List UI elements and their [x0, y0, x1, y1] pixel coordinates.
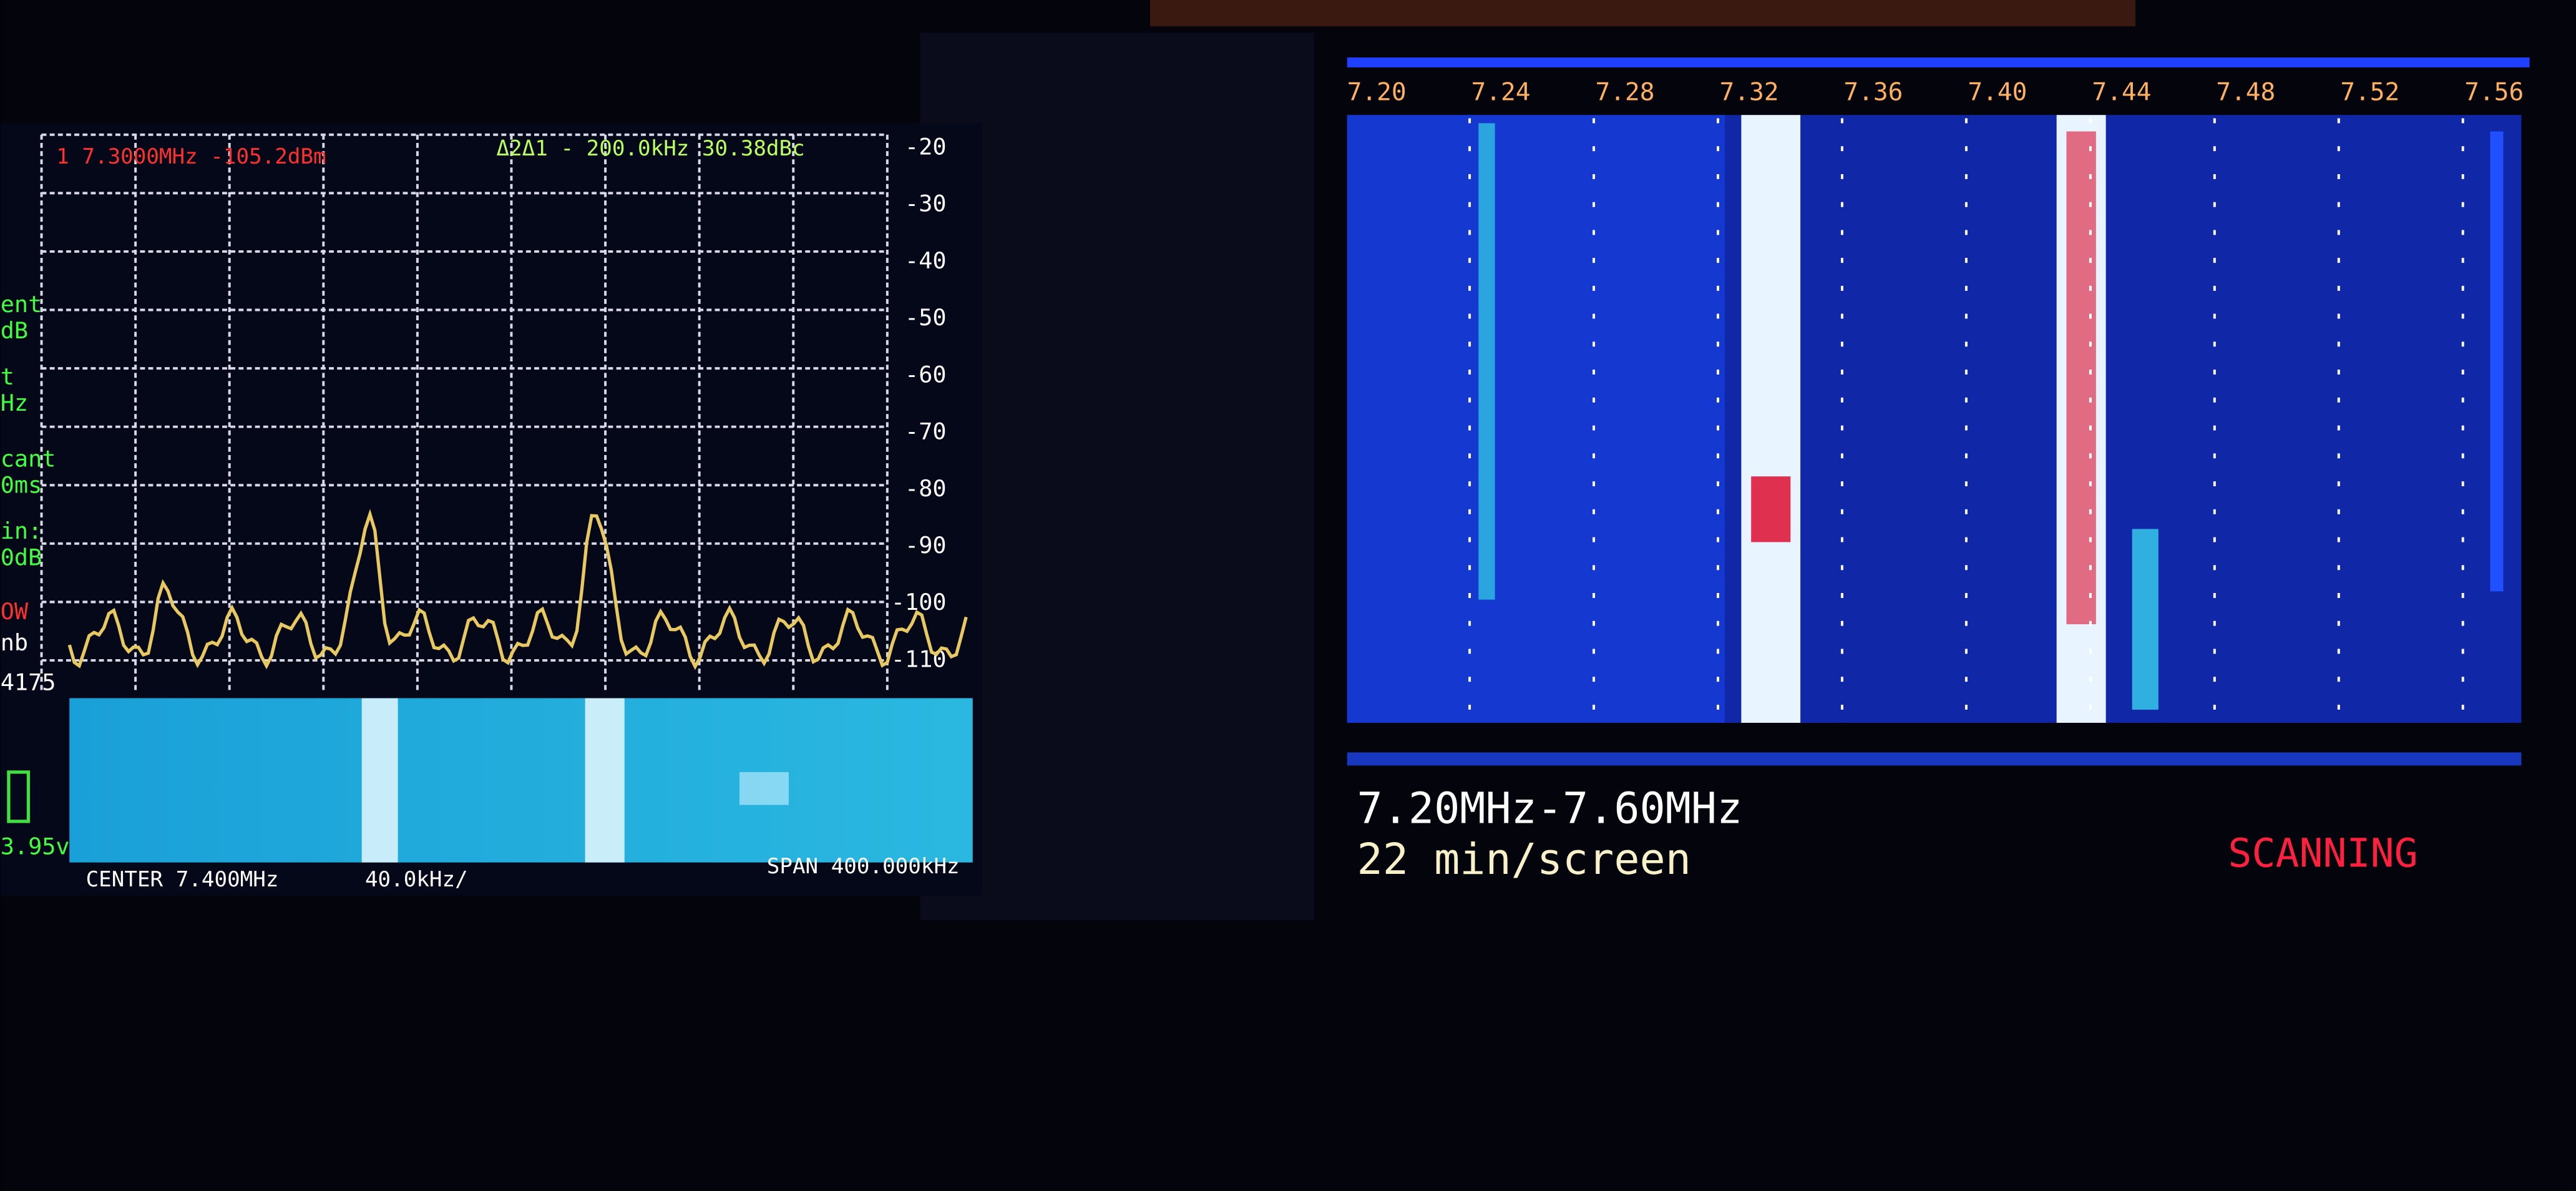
frequency-label: 7.40: [1968, 78, 2027, 107]
frequency-label: 7.52: [2340, 78, 2399, 107]
sidebar-label: t: [1, 363, 14, 390]
level-label: -70: [905, 418, 947, 445]
level-label: -40: [905, 247, 947, 274]
level-label: -60: [905, 361, 947, 388]
waterfall: [69, 698, 973, 863]
spectrum-strip: [1347, 752, 2522, 766]
footer-span: SPAN 400.000kHz: [767, 854, 960, 879]
sidebar-label: in:: [1, 517, 42, 544]
marker-readout: 1 7.3000MHz -105.2dBm: [56, 144, 326, 169]
level-label: -80: [905, 475, 947, 502]
delta-readout: Δ2Δ1 - 200.0kHz 30.38dBc: [497, 136, 805, 161]
device-bezel: [920, 32, 1315, 920]
waterfall-region: [1347, 115, 1725, 723]
sidebar-label: ent: [1, 291, 42, 318]
signal-band: [1741, 115, 1801, 723]
frequency-label: 7.28: [1595, 78, 1654, 107]
rate-label: 22 min/screen: [1357, 835, 1691, 885]
sidebar-label: OW: [1, 598, 29, 625]
footer-scale: 40.0kHz/: [365, 867, 468, 892]
level-label: -20: [905, 133, 947, 160]
level-label: -110: [891, 645, 947, 672]
sidebar-label: nb: [1, 629, 28, 656]
frequency-label: 7.44: [2092, 78, 2151, 107]
level-label: -100: [891, 589, 947, 615]
frequency-label: 7.32: [1719, 78, 1778, 107]
waterfall-band: [361, 698, 398, 863]
sidebar-label: dB: [1, 317, 28, 344]
sidebar-label: cant: [1, 445, 56, 472]
level-label: -90: [905, 532, 947, 559]
footer-center: CENTER 7.400MHz: [86, 867, 279, 892]
waterfall-band: [585, 698, 625, 863]
signal-hot: [1751, 476, 1791, 542]
waterfall-band: [739, 772, 789, 805]
sidebar-label: Hz: [1, 390, 28, 416]
signal-band: [2132, 529, 2159, 710]
battery-icon: [7, 770, 31, 823]
range-label: 7.20MHz-7.60MHz: [1357, 784, 1743, 834]
frequency-label: 7.24: [1471, 78, 1531, 107]
sidebar-label: 0dB: [1, 544, 42, 571]
sidebar-label: 0ms: [1, 471, 42, 498]
frequency-scale: 7.20 7.24 7.28 7.32 7.36 7.40 7.44 7.48 7.52 7.56: [1347, 78, 2524, 720]
backlight: [1149, 0, 2135, 27]
status-label: SCANNING: [2228, 830, 2417, 876]
sidebar-label: 4175: [1, 669, 56, 695]
signal-band: [2490, 131, 2504, 592]
spectrum-trace: [67, 509, 968, 670]
scale-bar: [1347, 57, 2530, 67]
sidebar-label: 3.95v: [1, 833, 70, 860]
frequency-label: 7.20: [1347, 78, 1407, 107]
frequency-label: 7.36: [1843, 78, 1903, 107]
frequency-label: 7.56: [2464, 78, 2524, 107]
signal-band: [1478, 123, 1495, 600]
frequency-label: 7.48: [2216, 78, 2275, 107]
level-label: -50: [905, 304, 947, 331]
level-label: -30: [905, 190, 947, 217]
